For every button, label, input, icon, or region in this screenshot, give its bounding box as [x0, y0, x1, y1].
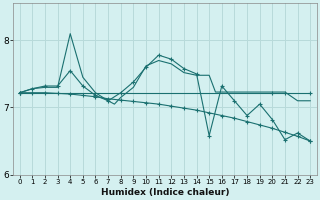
X-axis label: Humidex (Indice chaleur): Humidex (Indice chaleur) [101, 188, 229, 197]
